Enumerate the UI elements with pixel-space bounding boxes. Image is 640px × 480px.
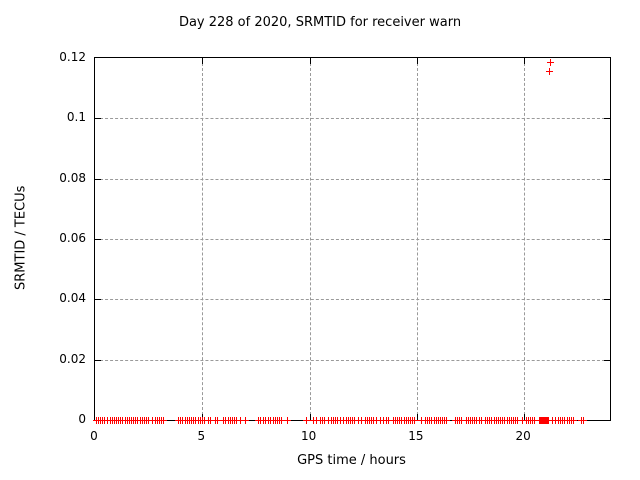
y-tick-label: 0.08 [59, 170, 86, 185]
x-tick-label: 0 [90, 429, 98, 443]
data-point [233, 416, 241, 424]
y-tick-mark [95, 299, 101, 301]
y-tick-mark [604, 178, 610, 180]
gridline-horizontal [95, 118, 610, 120]
data-point [411, 416, 419, 424]
x-tick-mark [416, 58, 418, 64]
y-tick-mark [95, 178, 101, 180]
data-point [518, 416, 526, 424]
x-tick-label: 20 [515, 429, 531, 443]
y-tick-mark [604, 118, 610, 120]
x-tick-mark [202, 414, 204, 420]
data-point [545, 68, 553, 76]
x-tick-mark [524, 58, 526, 64]
data-point [302, 416, 310, 424]
data-point [531, 416, 539, 424]
data-point [213, 416, 221, 424]
data-point [145, 416, 153, 424]
y-tick-mark [604, 359, 610, 361]
gridline-horizontal [95, 299, 610, 301]
data-point [351, 416, 359, 424]
data-point [278, 416, 286, 424]
data-point [477, 416, 485, 424]
data-point [237, 416, 245, 424]
y-tick-mark [95, 239, 101, 240]
y-tick-label: 0.02 [59, 351, 86, 366]
y-tick-label: 0.04 [59, 291, 86, 306]
data-point [160, 416, 168, 424]
x-tick-mark [524, 414, 526, 420]
data-point [283, 416, 291, 424]
y-tick-label: 0 [78, 412, 86, 426]
gridline-horizontal [95, 178, 610, 180]
data-point [372, 416, 380, 424]
chart-title: Day 228 of 2020, SRMTID for receiver war… [178, 15, 462, 30]
data-point [357, 416, 365, 424]
x-tick-label: 15 [408, 429, 424, 443]
x-tick-label: 10 [300, 429, 317, 443]
data-point [200, 416, 208, 424]
data-point [443, 416, 451, 424]
x-tick-mark [416, 414, 418, 420]
x-tick-mark [309, 414, 311, 420]
x-axis-title: GPS time / hours [297, 453, 406, 468]
data-point [385, 416, 393, 424]
x-tick-mark [309, 58, 311, 64]
y-tick-label: 0.12 [59, 50, 86, 64]
y-tick-label: 0.1 [66, 110, 86, 125]
data-point [312, 416, 320, 424]
data-point [546, 59, 554, 67]
y-tick-label: 0.06 [59, 231, 86, 245]
y-tick-mark [95, 118, 101, 120]
x-tick-mark [202, 58, 204, 64]
x-tick-label: 5 [197, 429, 206, 443]
plot-area [92, 57, 611, 424]
data-point [514, 416, 522, 424]
data-point [458, 416, 466, 424]
gridline-horizontal [95, 359, 610, 361]
y-tick-mark [604, 299, 610, 301]
data-point [241, 416, 249, 424]
data-point [417, 416, 425, 424]
data-point [579, 416, 587, 424]
y-tick-mark [95, 359, 101, 361]
y-tick-mark [604, 239, 610, 240]
data-point [321, 416, 329, 424]
data-point [207, 416, 215, 424]
data-point [570, 416, 578, 424]
gridline-horizontal [95, 239, 610, 240]
